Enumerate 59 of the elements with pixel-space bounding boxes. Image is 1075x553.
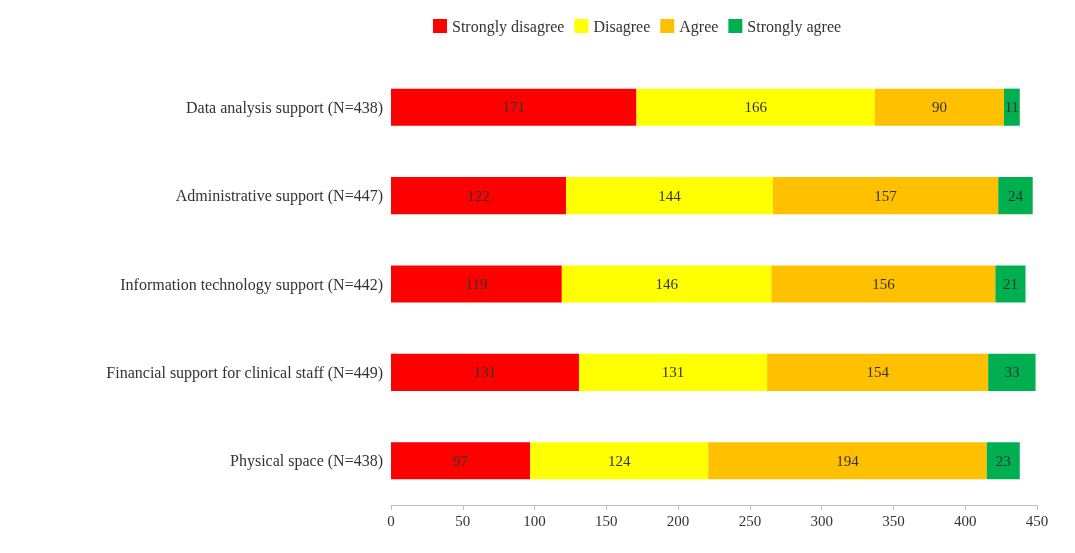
bar: [998, 177, 1033, 215]
data-label: 24: [1007, 187, 1024, 204]
legend-label: Strongly disagree: [452, 17, 565, 36]
bar: [391, 177, 567, 215]
y-tick-label: Financial support for clinical staff (N=449): [106, 363, 383, 382]
data-label: 97: [453, 452, 469, 469]
bar: [391, 353, 580, 391]
y-tick-label: Physical space (N=438): [230, 452, 383, 471]
data-label: 21: [1002, 276, 1018, 292]
x-tick-label: 250: [738, 512, 762, 529]
legend-label: Strongly agree: [747, 17, 842, 36]
bar: [391, 88, 637, 126]
data-label: 131: [473, 364, 497, 381]
bar: [874, 88, 1004, 126]
bar: [391, 265, 562, 303]
data-label: 144: [658, 187, 682, 204]
data-label: 122: [467, 187, 490, 204]
data-label: 146: [655, 276, 679, 292]
bar: [566, 177, 773, 215]
x-tick-label: 200: [666, 512, 690, 529]
x-tick-label: 300: [810, 512, 833, 529]
bar: [561, 265, 772, 303]
data-label: 194: [836, 452, 860, 469]
legend-label: Disagree: [593, 17, 651, 36]
bar: [530, 442, 709, 480]
data-label: 33: [1004, 364, 1020, 381]
bar: [1003, 88, 1020, 126]
bar: [771, 265, 996, 303]
x-tick-label: 350: [882, 512, 905, 529]
bar: [995, 265, 1026, 303]
data-label: 171: [502, 99, 525, 116]
x-tick-label: 150: [595, 512, 618, 529]
bar: [988, 353, 1036, 391]
y-tick-label: Information technology support (N=442): [120, 275, 383, 294]
data-label: 119: [465, 276, 488, 292]
x-tick-label: 50: [455, 512, 471, 529]
data-label: 156: [872, 276, 896, 292]
data-label: 90: [931, 99, 947, 116]
data-label: 157: [874, 187, 898, 204]
bar: [986, 442, 1020, 480]
y-tick-label: Administrative support (N=447): [175, 187, 383, 206]
data-label: 131: [661, 364, 685, 381]
bar: [708, 442, 987, 480]
x-tick-label: 400: [953, 512, 977, 529]
data-label: 11: [1004, 99, 1020, 116]
bar: [636, 88, 875, 126]
data-label: 124: [608, 452, 631, 469]
bar: [391, 442, 531, 480]
x-tick-label: 100: [523, 512, 546, 529]
data-label: 23: [995, 452, 1011, 469]
bar: [579, 353, 768, 391]
bar: [767, 353, 989, 391]
y-tick-label: Data analysis support (N=438): [186, 98, 383, 117]
x-tick-label: 0: [387, 512, 395, 529]
bar: [772, 177, 999, 215]
legend-label: Agree: [679, 17, 719, 36]
data-label: 154: [866, 364, 890, 381]
x-tick-label: 450: [1025, 512, 1049, 529]
data-label: 166: [744, 99, 768, 116]
